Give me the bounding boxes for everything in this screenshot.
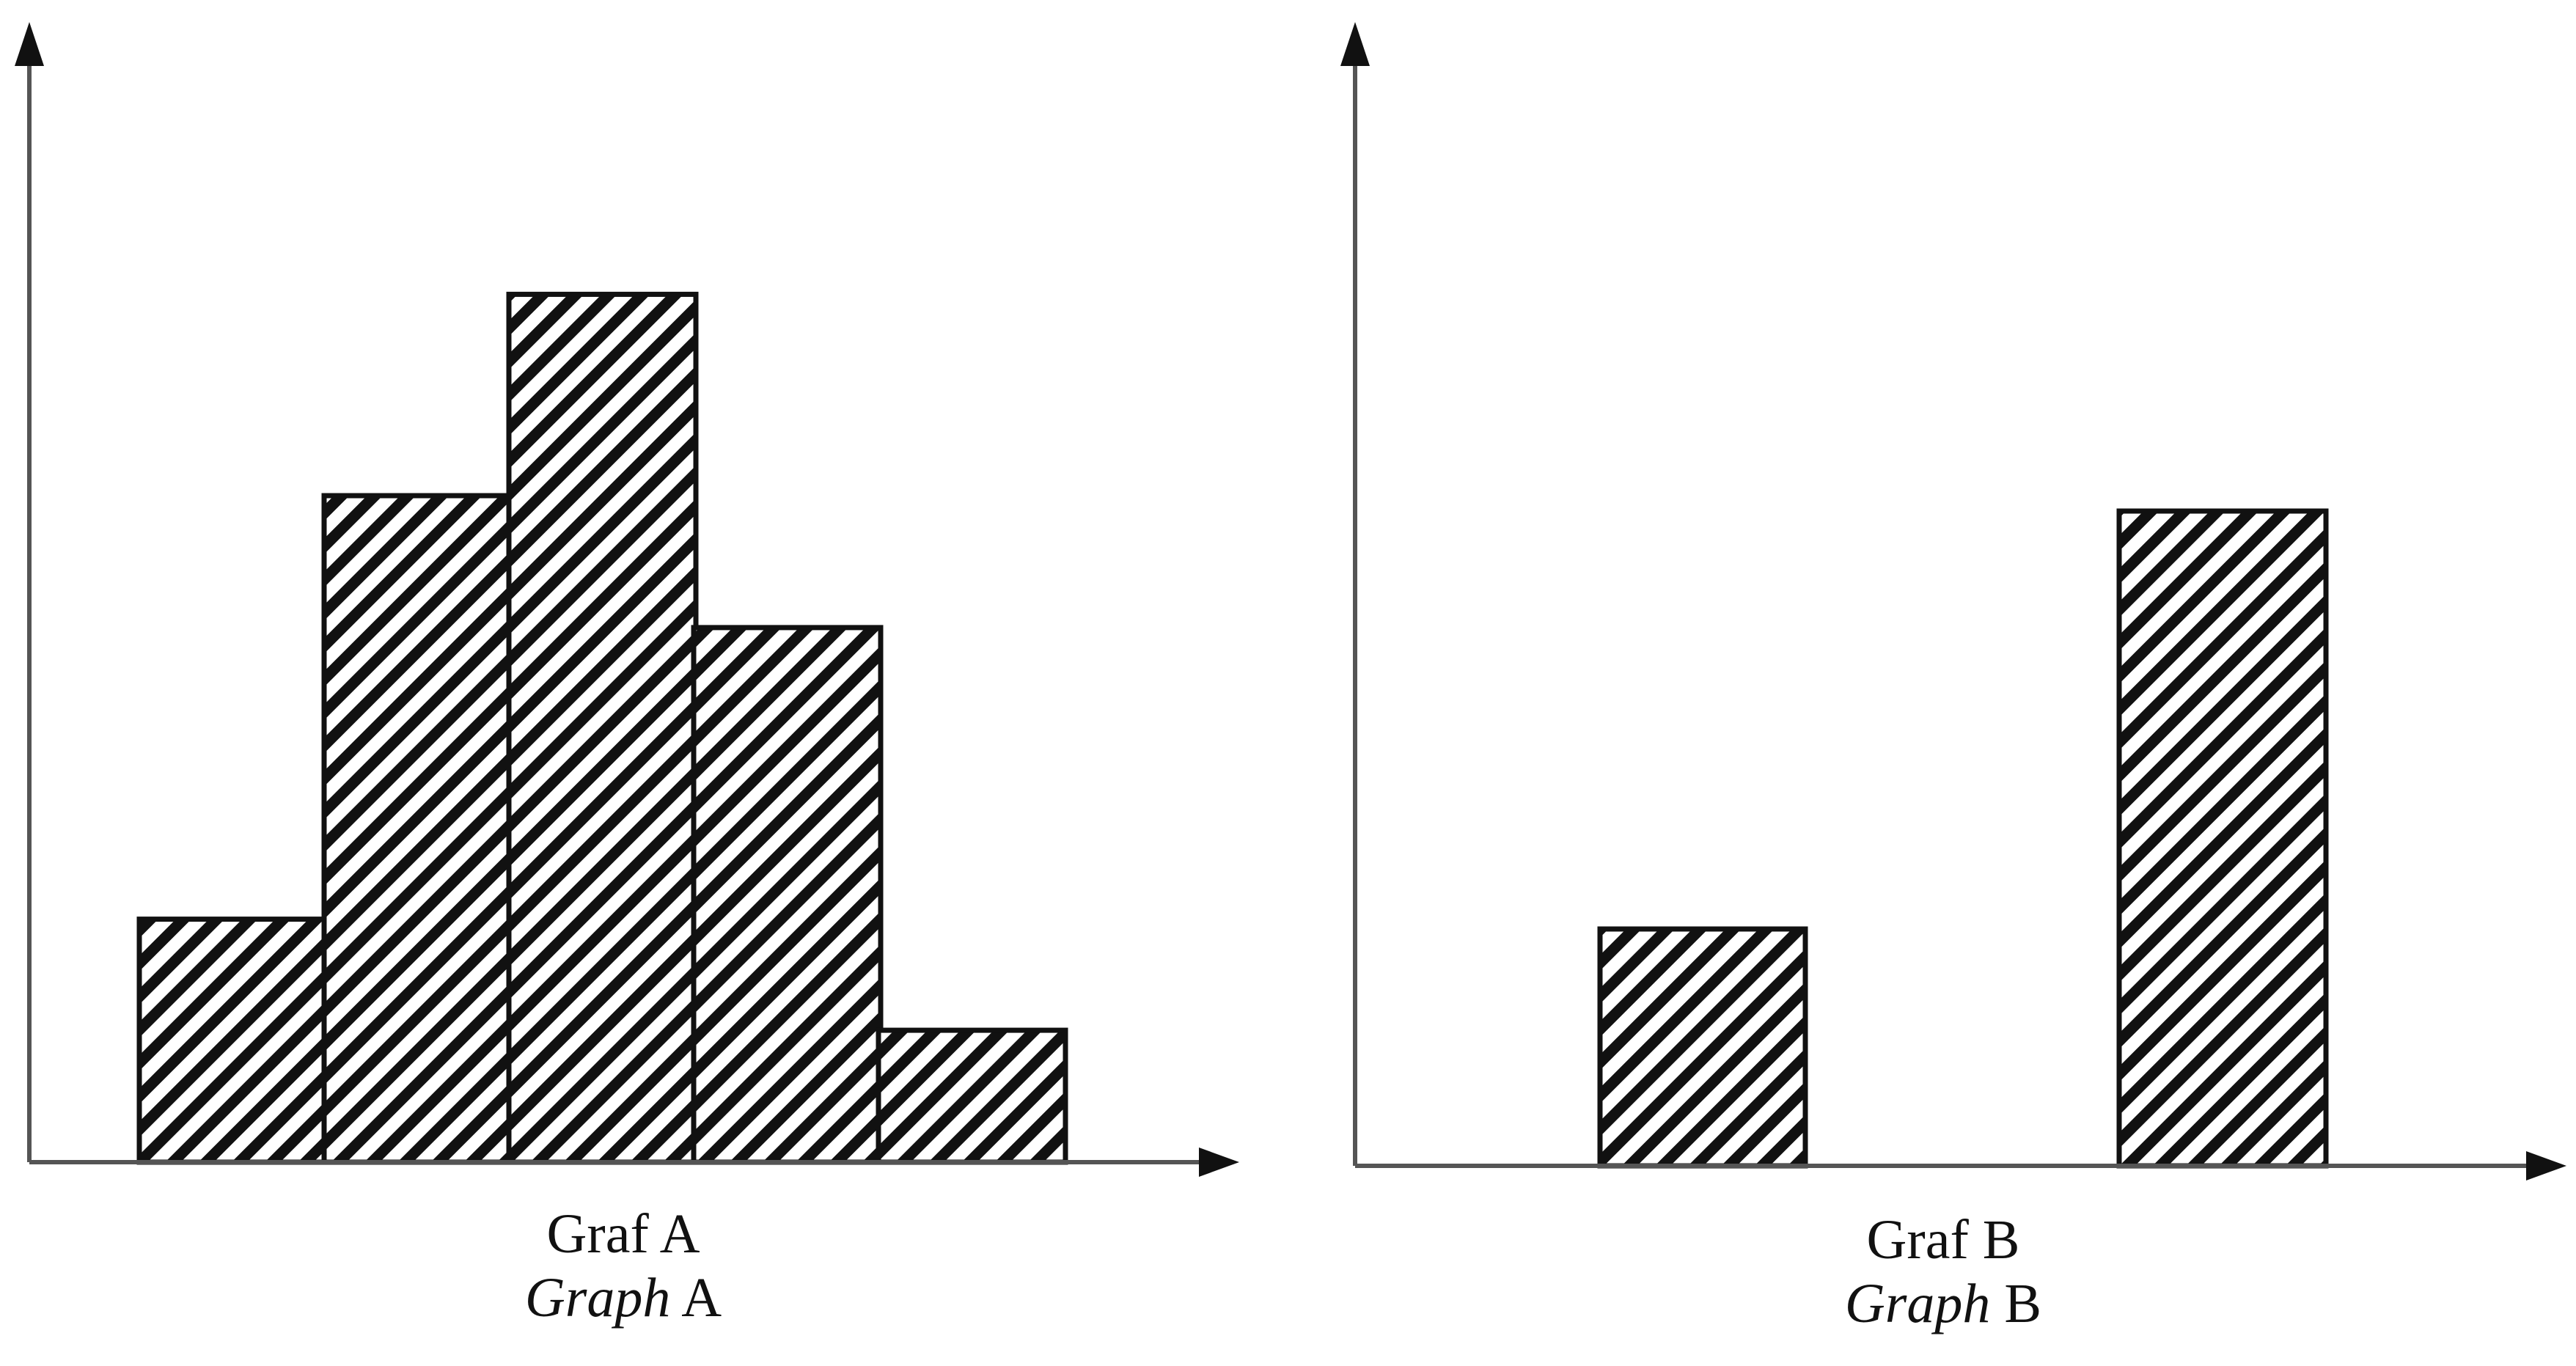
x-axis-arrowhead — [2526, 1151, 2566, 1180]
bar-3 — [506, 291, 699, 1165]
graph-b-caption-line2: Graph B — [1760, 1272, 2127, 1336]
graph-b-caption-italic: Graph — [1844, 1273, 1991, 1335]
x-axis-arrowhead — [1199, 1147, 1239, 1177]
graph-b-caption: Graf B Graph B — [1760, 1208, 2127, 1337]
graph-a-caption-line1: Graf A — [546, 1203, 700, 1265]
bar-1 — [136, 917, 329, 1165]
y-axis-arrowhead — [1340, 22, 1370, 66]
bar-2 — [2116, 508, 2329, 1169]
bar-5 — [876, 1027, 1068, 1165]
y-axis-arrowhead — [15, 22, 44, 66]
bar-2 — [321, 493, 514, 1165]
bar-1 — [1597, 926, 1808, 1169]
graph-b-caption-letter: B — [2004, 1273, 2042, 1335]
graph-a — [15, 22, 1239, 1177]
graph-a-caption-letter: A — [681, 1267, 722, 1329]
bar-4 — [691, 625, 884, 1165]
graph-b — [1340, 22, 2566, 1180]
graph-b-caption-line1: Graf B — [1866, 1209, 2020, 1271]
graph-a-caption-italic: Graph — [524, 1267, 671, 1329]
graph-a-caption-line2: Graph A — [440, 1266, 807, 1330]
graph-a-caption: Graf A Graph A — [440, 1202, 807, 1331]
